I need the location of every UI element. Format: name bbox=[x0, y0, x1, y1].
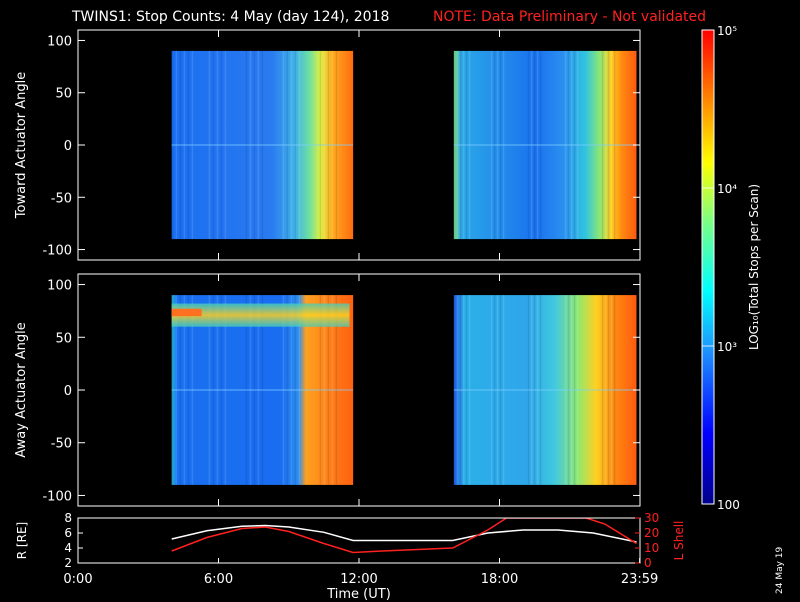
orbit-ylabel-right: L Shell bbox=[672, 521, 686, 561]
toward-ytick-label: 0 bbox=[64, 139, 72, 154]
colorbar-tick-label: 10³ bbox=[717, 340, 737, 354]
colorbar-tick-label: 100 bbox=[717, 498, 740, 512]
toward-ylabel: Toward Actuator Angle bbox=[14, 72, 29, 219]
note: NOTE: Data Preliminary - Not validated bbox=[433, 9, 706, 25]
orbit-ytick-right-label: 10 bbox=[644, 541, 659, 555]
toward-ytick-label: -50 bbox=[51, 191, 72, 206]
away-ylabel: Away Actuator Angle bbox=[14, 322, 29, 457]
orbit-xtick-label: 12:00 bbox=[340, 572, 377, 587]
orbit-ytick-label: 2 bbox=[64, 556, 72, 570]
away-band bbox=[171, 303, 350, 327]
away-ytick-label: 100 bbox=[47, 279, 72, 294]
toward-ytick-label: 100 bbox=[47, 34, 72, 49]
lshell-line bbox=[171, 518, 637, 554]
r-line bbox=[171, 524, 637, 543]
away-ytick-label: 0 bbox=[64, 384, 72, 399]
colorbar: 100 10³ 10⁴ 10⁵ LOG₁₀(Total Stops per Scan) bbox=[701, 24, 761, 512]
colorbar-fill bbox=[701, 29, 715, 505]
orbit-ytick-right-label: 20 bbox=[644, 526, 659, 540]
date-stamp: 24 May 19 bbox=[775, 546, 785, 594]
colorbar-label: LOG₁₀(Total Stops per Scan) bbox=[747, 184, 761, 350]
toward-ytick-label: 50 bbox=[55, 87, 72, 102]
away-ytick-label: -100 bbox=[42, 489, 72, 504]
colorbar-tick-label: 10⁴ bbox=[717, 182, 737, 196]
orbit-xtick-label: 6:00 bbox=[204, 572, 233, 587]
colorbar-tick-label: 10⁵ bbox=[717, 24, 737, 38]
orbit-xtick-label: 18:00 bbox=[481, 572, 518, 587]
orbit-ytick-right-label: 0 bbox=[644, 556, 652, 570]
orbit-ytick-label: 6 bbox=[64, 526, 72, 540]
orbit-xtick-label: 23:59 bbox=[621, 572, 658, 587]
toward-ytick-label: -100 bbox=[42, 244, 72, 259]
title: TWINS1: Stop Counts: 4 May (day 124), 20… bbox=[71, 9, 389, 25]
orbit-ytick-label: 8 bbox=[64, 511, 72, 525]
orbit-xlabel: Time (UT) bbox=[326, 587, 391, 600]
orbit-ylabel: R [RE] bbox=[15, 522, 29, 559]
orbit-ytick-right-label: 30 bbox=[644, 511, 659, 525]
away-panel: -100 -50 0 50 100 Away Actuator Angle bbox=[14, 273, 641, 507]
date-stamp-box: 24 May 19 bbox=[768, 538, 788, 598]
away-ytick-label: -50 bbox=[51, 437, 72, 452]
toward-panel: -100 -50 0 50 100 Toward Actuator Angle bbox=[14, 29, 641, 261]
orbit-ytick-label: 4 bbox=[64, 541, 72, 555]
away-ytick-label: 50 bbox=[55, 331, 72, 346]
away-band-core bbox=[171, 308, 202, 317]
orbit-xtick-label: 0:00 bbox=[63, 572, 92, 587]
